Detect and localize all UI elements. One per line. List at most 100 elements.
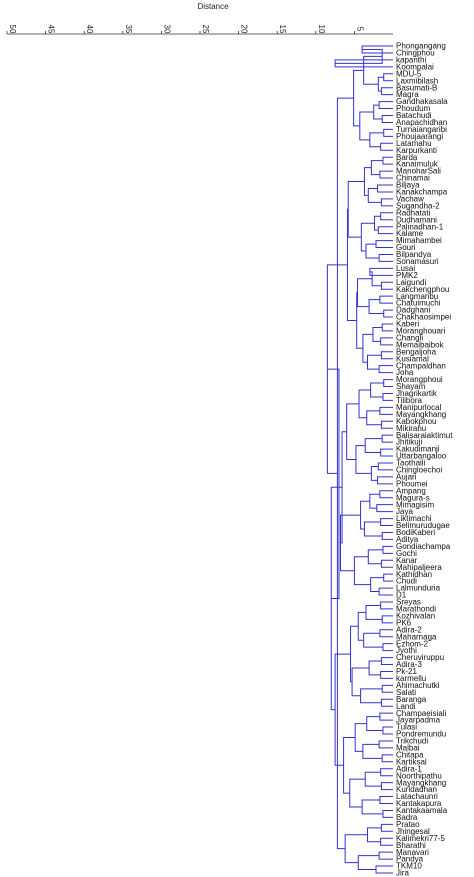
dendrogram-link <box>370 160 383 176</box>
leaf-label: PMK2 <box>396 271 418 280</box>
leaf-label: Jayarpadma <box>396 716 441 725</box>
leaf-label: Kalame <box>396 229 424 238</box>
dendrogram-link <box>383 309 393 318</box>
dendrogram-link <box>377 184 393 193</box>
x-tick-label: 45 <box>47 25 56 34</box>
leaf-label: Palinadhan-1 <box>396 222 444 231</box>
leaf-label: Aditya <box>396 535 419 544</box>
leaf-label: Mimahambei <box>396 236 442 245</box>
dendrogram-link <box>383 573 393 582</box>
leaf-label: Phoujaarangi <box>396 132 443 141</box>
dendrogram-link <box>368 660 382 676</box>
leaf-label: Champaldhan <box>396 361 446 370</box>
leaf-label: Trikchudi <box>396 737 428 746</box>
leaf-label: Balisaraiaktimut <box>396 431 453 440</box>
leaf-label: Basumati-B <box>396 83 437 92</box>
x-tick-label: 50 <box>8 25 17 34</box>
dendrogram-link <box>344 834 368 864</box>
leaf-label: Phoudum <box>396 104 431 113</box>
dendrogram-link <box>378 851 393 860</box>
dendrogram-link <box>380 768 393 777</box>
dendrogram-link <box>378 587 393 596</box>
dendrogram-link <box>382 392 393 401</box>
leaf-label: Lusai <box>396 264 415 273</box>
dendrogram-link <box>378 253 393 262</box>
dendrogram-link <box>381 531 393 540</box>
leaf-label: Champaeisiali <box>396 709 446 718</box>
dendrogram-link <box>377 462 393 471</box>
dendrogram-link <box>382 726 393 735</box>
leaf-label: Adira-3 <box>396 660 422 669</box>
dendrogram-link <box>364 771 382 787</box>
leaf-label: Pratao <box>396 820 420 829</box>
leaf-label: Cheruviruppu <box>396 653 444 662</box>
leaf-label: Karpurkanti <box>396 146 437 155</box>
dendrogram-link <box>381 684 393 693</box>
leaf-label: Kantakaamala <box>396 806 448 815</box>
leaf-label: Uttarbangaloo <box>396 452 447 461</box>
leaf-label: Taothaili <box>396 459 426 468</box>
dendrogram-link <box>346 208 357 322</box>
dendrogram-link <box>380 198 393 207</box>
dendrogram-link <box>365 243 380 259</box>
leaf-label: Salati <box>396 688 416 697</box>
leaf-label: Chingloechoi <box>396 466 442 475</box>
leaf-label: BodiKaberi <box>396 528 435 537</box>
x-axis-title: Distance <box>197 2 229 11</box>
leaf-label: Malbai <box>396 744 420 753</box>
dendrogram-link <box>369 493 380 509</box>
dendrogram-link <box>380 559 393 568</box>
dendrogram-link <box>381 323 393 332</box>
leaf-label: Mayangkhang <box>396 410 446 419</box>
leaf-label: Sugandha-2 <box>396 201 440 210</box>
dendrogram-link <box>369 267 393 276</box>
leaf-label: Jhitikuji <box>396 438 422 447</box>
leaf-label: Kathidhan <box>396 570 432 579</box>
leaf-label: Noorthipathu <box>396 771 442 780</box>
x-tick-label: 35 <box>124 25 133 34</box>
dendrogram-link <box>378 740 393 749</box>
leaf-label: Chingphou <box>396 49 435 58</box>
dendrogram-link <box>383 73 393 82</box>
leaf-label: Langmanbu <box>396 292 438 301</box>
leaf-label: Pondremundu <box>396 730 446 739</box>
leaf-label: Adira-2 <box>396 625 422 634</box>
dendrogram-link <box>382 809 393 818</box>
leaf-label: D1 <box>396 591 407 600</box>
leaf-label: Maharnaga <box>396 632 437 641</box>
dendrogram-link <box>379 796 393 805</box>
leaf-label: Kanaimuluk <box>396 160 439 169</box>
leaf-label: Ahimachutki <box>396 681 440 690</box>
dendrogram-link <box>370 577 384 593</box>
dendrogram-link <box>380 142 393 151</box>
dendrogram-link <box>355 445 372 474</box>
dendrogram-link <box>367 187 382 203</box>
leaf-label: Changli <box>396 333 423 342</box>
leaf-label: Mayangkhang <box>396 778 446 787</box>
x-tick-label: 30 <box>162 25 171 34</box>
leaf-label: Mahipaljeera <box>396 563 442 572</box>
leaf-label: Memaibaibok <box>396 340 445 349</box>
leaf-label: Liktimachi <box>396 514 432 523</box>
leaf-label: Kusiamal <box>396 354 429 363</box>
dendrogram-link <box>327 368 340 599</box>
leaf-label: Kartiksal <box>396 757 427 766</box>
dendrogram-link <box>373 215 381 231</box>
leaf-label: Tulasi <box>396 723 417 732</box>
dendrogram-link <box>367 827 382 843</box>
leaf-label: Gondiachampa <box>396 542 451 551</box>
leaf-label: Vachaw <box>396 194 424 203</box>
leaf-label: Tilibora <box>396 396 422 405</box>
dendrogram-link <box>380 281 393 290</box>
leaf-label: Kanakchampa <box>396 188 448 197</box>
dendrogram-link <box>354 723 367 752</box>
leaf-label: Anapachidhan <box>396 118 447 127</box>
dendrogram-link <box>382 156 393 165</box>
leaf-label: Jhingesal <box>396 827 430 836</box>
leaf-label: Joha <box>396 368 414 377</box>
leaf-label: Ampang <box>396 486 426 495</box>
dendrogram-link <box>380 518 393 527</box>
dendrogram-link <box>379 170 393 179</box>
leaf-label: Phoumei <box>396 479 428 488</box>
